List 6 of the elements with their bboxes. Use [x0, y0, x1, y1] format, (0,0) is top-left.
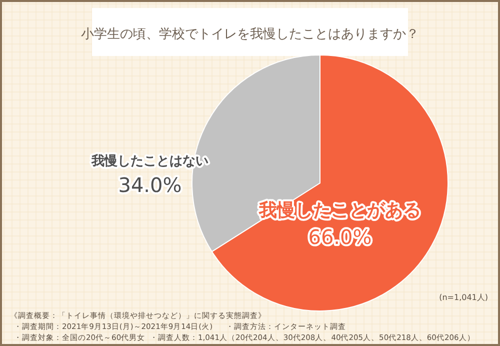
slice-label: 我慢したことがある	[258, 200, 421, 221]
data-label: 66.0%	[308, 225, 372, 249]
data-label: 34.0%	[118, 173, 182, 197]
slice-label: 我慢したことはない	[90, 153, 208, 169]
text: (n=1,041人)	[439, 293, 488, 302]
chart-title: 小学生の頃、学校でトイレを我慢したことはありますか？	[81, 27, 419, 42]
